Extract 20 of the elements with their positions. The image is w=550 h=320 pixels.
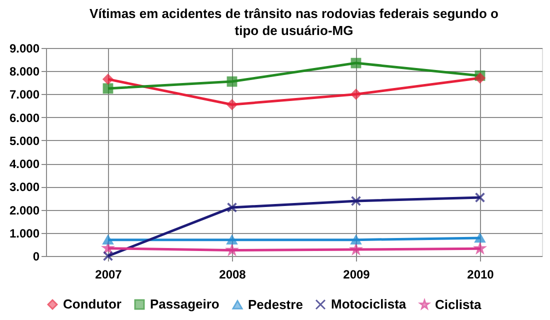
y-tick-label: 1.000 (9, 226, 40, 240)
legend-label: Pedestre (248, 296, 303, 312)
y-tick-label: 9.000 (9, 42, 40, 56)
x-tick-label: 2010 (467, 268, 494, 282)
y-tick-label: 5.000 (9, 134, 40, 148)
legend-label: Passageiro (150, 296, 220, 312)
legend-label: Ciclista (435, 296, 482, 312)
y-tick-label: 3.000 (9, 180, 40, 194)
legend-label: Condutor (63, 296, 122, 312)
y-tick-label: 7.000 (9, 88, 40, 102)
y-tick-label: 4.000 (9, 157, 40, 172)
y-tick-label: 2.000 (9, 203, 40, 218)
y-tick-label: 6.000 (9, 110, 40, 125)
chart-title: Vítimas em acidentes de trânsito nas rodovias federais segundo o tipo de usuário-MG (90, 6, 499, 38)
y-tick-label: 0 (32, 250, 40, 264)
x-tick-label: 2007 (95, 268, 122, 282)
x-tick-label: 2009 (343, 268, 370, 282)
legend-label: Motociclista (331, 296, 407, 312)
y-tick-label: 8.000 (9, 64, 40, 79)
x-tick-label: 2008 (219, 268, 246, 282)
